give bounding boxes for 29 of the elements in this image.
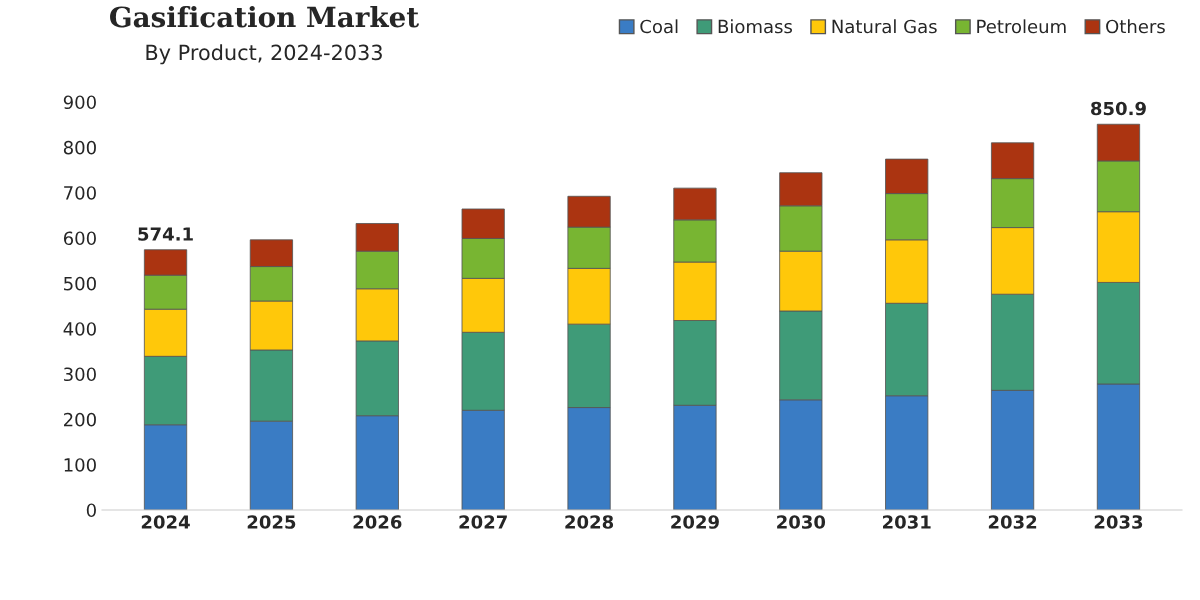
legend-label: Coal bbox=[640, 19, 678, 34]
y-tick-label: 200 bbox=[64, 412, 96, 427]
y-tick-label: 700 bbox=[64, 186, 96, 200]
x-tick-label: 2029 bbox=[671, 515, 719, 529]
legend-label: Biomass bbox=[718, 19, 793, 34]
y-tick-label: 100 bbox=[64, 458, 96, 472]
y-tick-label: 800 bbox=[63, 140, 96, 155]
y-tick-label: 0 bbox=[86, 503, 96, 518]
chart-subtitle: By Product, 2024-2033 bbox=[146, 44, 382, 65]
x-tick-label: 2025 bbox=[247, 515, 296, 529]
total-label: 850.9 bbox=[1091, 101, 1146, 116]
x-tick-label: 2031 bbox=[883, 515, 931, 529]
x-tick-label: 2026 bbox=[353, 515, 402, 529]
x-tick-label: 2024 bbox=[141, 515, 190, 529]
y-tick-label: 500 bbox=[64, 276, 96, 291]
y-tick-label: 300 bbox=[64, 367, 96, 382]
legend-label: Petroleum bbox=[977, 19, 1066, 34]
total-label: 574.1 bbox=[138, 227, 193, 241]
x-tick-label: 2033 bbox=[1094, 515, 1143, 529]
chart-title: Gasification Market bbox=[110, 5, 419, 28]
y-tick-label: 400 bbox=[63, 322, 96, 336]
x-tick-label: 2032 bbox=[988, 515, 1037, 529]
x-tick-label: 2027 bbox=[459, 515, 507, 529]
y-tick-label: 900 bbox=[63, 95, 96, 110]
y-tick-label: 600 bbox=[63, 231, 96, 246]
legend-label: Natural Gas bbox=[832, 19, 937, 34]
legend-label: Others bbox=[1106, 19, 1165, 34]
x-tick-label: 2028 bbox=[565, 515, 614, 529]
x-tick-label: 2030 bbox=[777, 515, 826, 529]
